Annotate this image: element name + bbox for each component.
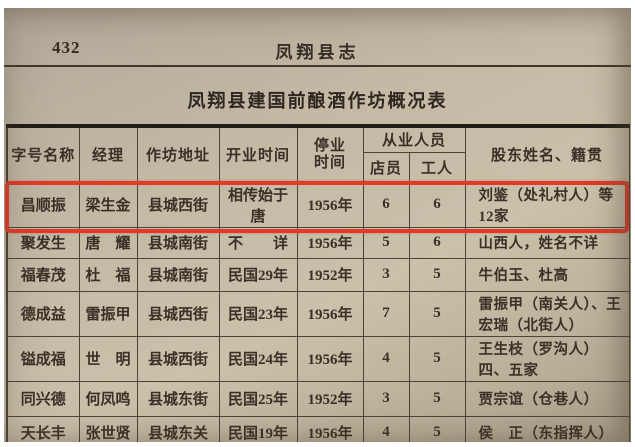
cell-shareholders: 雷振甲（南关人）、王宏瑞（北街人） bbox=[464, 290, 630, 337]
col-header-name: 字号名称 bbox=[6, 125, 80, 183]
table-row: 镒成福 世 明 县城西街 民国24年 1956年 4 5 王生枝（罗沟人）四、五… bbox=[6, 335, 630, 382]
cell-clerks: 4 bbox=[362, 335, 410, 382]
cell-workers: 5 bbox=[408, 335, 466, 382]
cell-shareholders: 王生枝（罗沟人）四、五家 bbox=[464, 335, 630, 382]
col-header-open-time: 开业时间 bbox=[218, 125, 298, 183]
table-row: 聚发生 唐 耀 县城南街 不 详 1956年 5 6 山西人，姓名不详 bbox=[6, 226, 630, 259]
cell-workers: 5 bbox=[408, 257, 466, 292]
table-row: 天长丰 张世贤 县城东关 民国19年 1956年 4 5 侯 正（东指挥人） bbox=[6, 415, 630, 442]
cell-business-name: 福春茂 bbox=[6, 257, 80, 292]
cell-clerks: 6 bbox=[362, 181, 410, 228]
cell-shareholders: 侯 正（东指挥人） bbox=[464, 415, 630, 442]
cell-open-time: 民国19年 bbox=[218, 415, 298, 442]
cell-address: 县城东街 bbox=[136, 380, 220, 417]
cell-address: 县城东关 bbox=[136, 415, 220, 442]
cell-clerks: 7 bbox=[362, 290, 410, 337]
cell-clerks: 5 bbox=[362, 226, 410, 259]
cell-business-name: 同兴德 bbox=[6, 380, 80, 417]
cell-address: 县城西街 bbox=[136, 181, 220, 228]
cell-shareholders: 山西人，姓名不详 bbox=[464, 226, 630, 259]
cell-open-time: 相传始于唐 bbox=[218, 181, 298, 228]
col-header-address: 作坊地址 bbox=[136, 125, 220, 183]
cell-business-name: 昌顺振 bbox=[6, 181, 80, 228]
col-header-employees: 从业人员 bbox=[362, 125, 466, 153]
cell-close-time: 1956年 bbox=[296, 415, 364, 442]
cell-shareholders: 贾宗谊（仓巷人） bbox=[464, 380, 630, 417]
col-header-close-time: 停业 时间 bbox=[296, 125, 364, 183]
cell-clerks: 3 bbox=[362, 380, 410, 417]
scanned-page: 432 凤翔县志 凤翔县建国前酿酒作坊概况表 字号名称 经理 作坊地址 开业时间… bbox=[4, 8, 631, 442]
cell-address: 县城南街 bbox=[136, 257, 220, 292]
cell-close-time: 1952年 bbox=[296, 257, 364, 292]
cell-shareholders: 刘鉴（处礼村人）等12家 bbox=[464, 181, 630, 228]
table-title: 凤翔县建国前酿酒作坊概况表 bbox=[187, 91, 448, 111]
col-header-manager: 经理 bbox=[78, 125, 138, 183]
cell-workers: 5 bbox=[408, 415, 466, 442]
cell-address: 县城南街 bbox=[136, 226, 220, 259]
header-rule bbox=[4, 65, 631, 67]
cell-close-time: 1956年 bbox=[296, 181, 364, 228]
table-row: 同兴德 何凤鸣 县城东街 民国25年 1952年 3 5 贾宗谊（仓巷人） bbox=[6, 380, 630, 417]
cell-manager: 世 明 bbox=[78, 335, 138, 382]
cell-business-name: 镒成福 bbox=[6, 335, 80, 382]
cell-open-time: 民国24年 bbox=[218, 335, 298, 382]
cell-clerks: 3 bbox=[362, 257, 410, 292]
cell-open-time: 不 详 bbox=[218, 226, 298, 259]
table-row: 福春茂 杜 福 县城南街 民国29年 1952年 3 5 牛伯玉、杜高 bbox=[6, 257, 630, 292]
cell-workers: 6 bbox=[408, 226, 466, 259]
workshops-table: 字号名称 经理 作坊地址 开业时间 停业 时间 从业人员 股东姓名、籍贯 店员 … bbox=[6, 124, 630, 442]
cell-shareholders: 牛伯玉、杜高 bbox=[464, 257, 630, 292]
cell-address: 县城西街 bbox=[136, 290, 220, 337]
cell-address: 县城西街 bbox=[136, 335, 220, 382]
cell-business-name: 聚发生 bbox=[6, 226, 80, 259]
table-container: 字号名称 经理 作坊地址 开业时间 停业 时间 从业人员 股东姓名、籍贯 店员 … bbox=[5, 124, 630, 442]
cell-manager: 雷振甲 bbox=[78, 290, 138, 337]
book-title: 凤翔县志 bbox=[275, 43, 360, 62]
cell-close-time: 1952年 bbox=[296, 380, 364, 417]
cell-business-name: 天长丰 bbox=[6, 415, 80, 442]
cell-workers: 5 bbox=[408, 290, 466, 337]
page-number: 432 bbox=[52, 38, 81, 57]
cell-open-time: 民国29年 bbox=[218, 257, 298, 292]
cell-close-time: 1956年 bbox=[296, 290, 364, 337]
cell-clerks: 4 bbox=[362, 415, 410, 442]
cell-close-time: 1956年 bbox=[296, 226, 364, 259]
cell-manager: 杜 福 bbox=[78, 257, 138, 292]
cell-manager: 张世贤 bbox=[78, 415, 138, 442]
col-header-workers: 工人 bbox=[408, 151, 466, 183]
cell-workers: 6 bbox=[408, 181, 466, 228]
table-row: 昌顺振 梁生金 县城西街 相传始于唐 1956年 6 6 刘鉴（处礼村人）等12… bbox=[6, 181, 630, 228]
col-header-shareholders: 股东姓名、籍贯 bbox=[464, 125, 630, 183]
cell-manager: 唐 耀 bbox=[78, 226, 138, 259]
cell-manager: 何凤鸣 bbox=[78, 380, 138, 417]
page-header: 432 凤翔县志 bbox=[4, 8, 631, 65]
col-header-clerks: 店员 bbox=[362, 151, 410, 183]
cell-close-time: 1956年 bbox=[296, 335, 364, 382]
table-row: 德成益 雷振甲 县城西街 民国23年 1956年 7 5 雷振甲（南关人）、王宏… bbox=[6, 290, 630, 337]
cell-manager: 梁生金 bbox=[78, 181, 138, 228]
cell-open-time: 民国25年 bbox=[218, 380, 298, 417]
cell-open-time: 民国23年 bbox=[218, 290, 298, 337]
cell-workers: 5 bbox=[408, 380, 466, 417]
cell-business-name: 德成益 bbox=[6, 290, 80, 337]
